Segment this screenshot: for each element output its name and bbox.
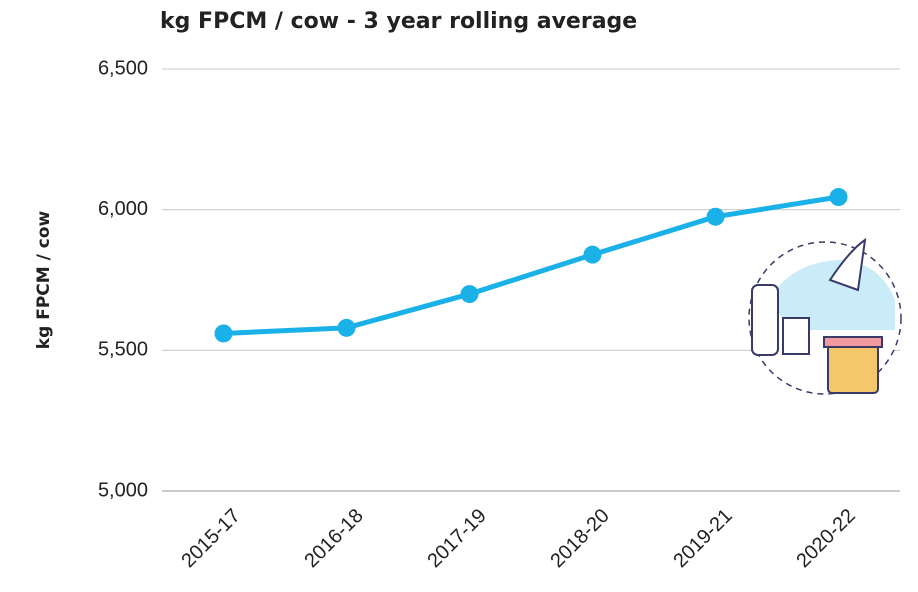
y-tick-label: 5,500: [98, 339, 148, 361]
point: [214, 324, 233, 343]
icon-glass: [782, 317, 810, 355]
x-tick-label: 2016-18: [300, 505, 367, 572]
x-tick-label: 2017-19: [423, 505, 490, 572]
y-tick-label: 6,000: [98, 198, 148, 220]
line: [223, 194, 839, 336]
x-tick-label: 2020-22: [792, 505, 859, 572]
icon-lid: [823, 336, 883, 348]
icon-bottle: [751, 284, 779, 356]
point: [706, 207, 725, 226]
icon-tin: [827, 344, 879, 394]
y-tick-label: 5,000: [98, 479, 148, 501]
point: [829, 188, 848, 207]
point: [583, 245, 602, 264]
y-tick-label: 6,500: [98, 57, 148, 79]
x-tick-label: 2015-17: [177, 505, 244, 572]
point: [337, 318, 356, 337]
icon-splash: [828, 237, 867, 292]
y-axis-label: kg FPCM / cow: [34, 211, 54, 350]
icon-bg: [770, 260, 895, 330]
chart-title: kg FPCM / cow - 3 year rolling average: [160, 9, 637, 34]
point: [460, 285, 479, 304]
milk-icon: [748, 237, 902, 395]
x-tick-label: 2019-21: [669, 505, 736, 572]
x-tick-label: 2018-20: [546, 505, 613, 572]
